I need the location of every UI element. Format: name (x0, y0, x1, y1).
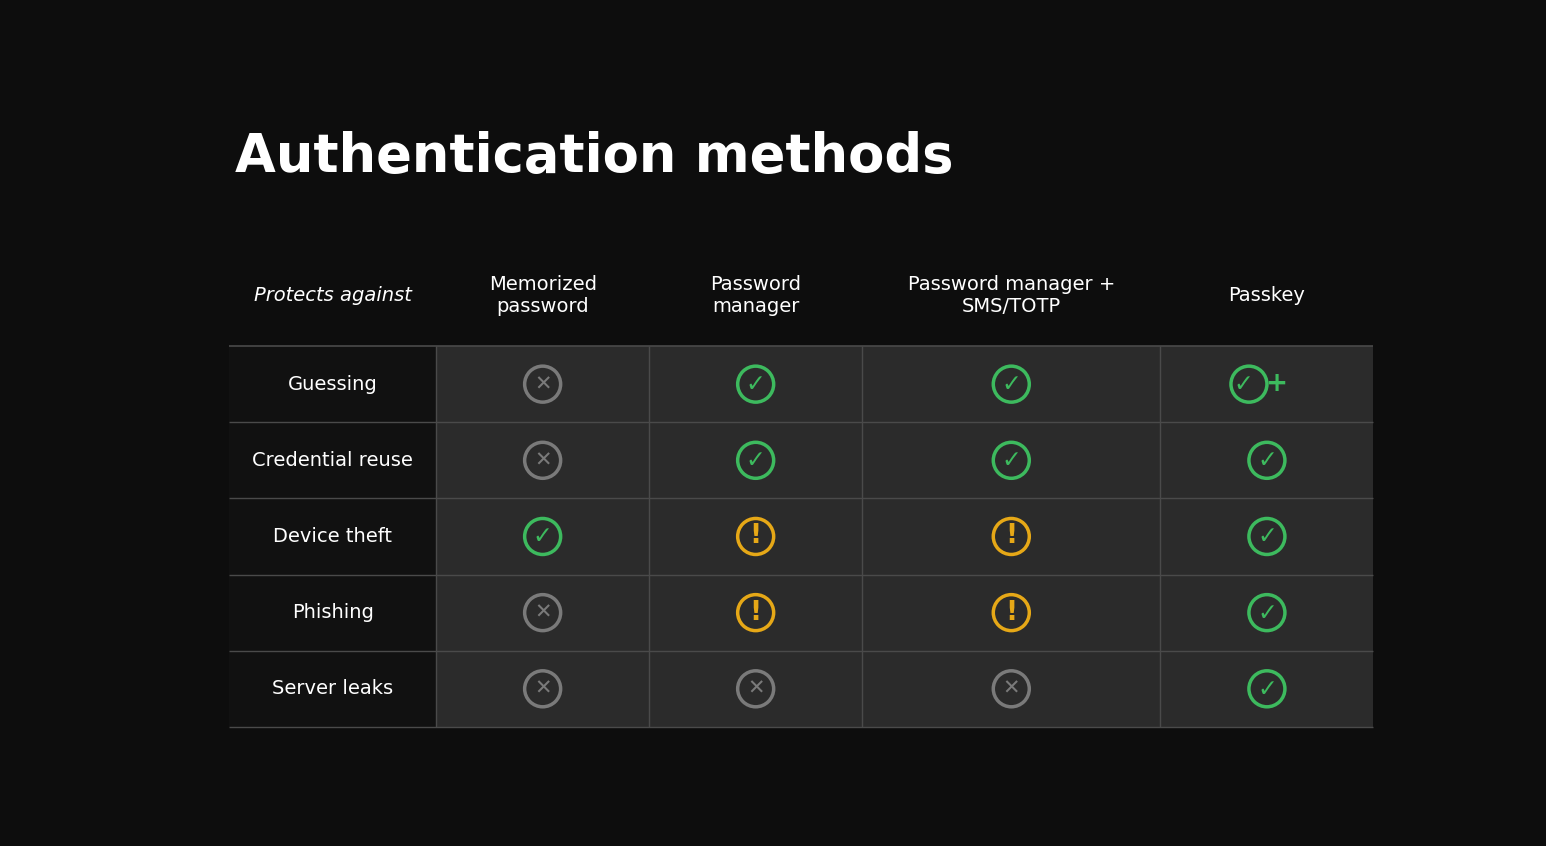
Bar (436, 346, 649, 422)
Bar (229, 574, 436, 651)
Text: Phishing: Phishing (292, 603, 374, 622)
Bar (1161, 498, 1373, 574)
Bar (1161, 574, 1373, 651)
Bar (436, 498, 649, 574)
Bar (649, 574, 863, 651)
Text: Password manager +
SMS/TOTP: Password manager + SMS/TOTP (908, 275, 1115, 316)
Text: ✓: ✓ (1257, 677, 1277, 700)
Bar (649, 498, 863, 574)
Text: ✕: ✕ (533, 678, 552, 699)
Text: !: ! (1005, 600, 1017, 626)
Bar (229, 244, 1373, 346)
Bar (863, 422, 1161, 498)
Text: ✕: ✕ (747, 678, 764, 699)
Bar (863, 346, 1161, 422)
Text: ✓: ✓ (745, 372, 765, 396)
Text: ✓: ✓ (1002, 372, 1022, 396)
Text: ✓: ✓ (533, 525, 552, 548)
Bar (229, 422, 436, 498)
Text: ✕: ✕ (1002, 678, 1020, 699)
Bar (1161, 346, 1373, 422)
Text: Guessing: Guessing (288, 375, 377, 393)
Bar (436, 651, 649, 727)
Text: Authentication methods: Authentication methods (235, 131, 954, 183)
Text: ✕: ✕ (533, 374, 552, 394)
Bar (1161, 422, 1373, 498)
Bar (649, 422, 863, 498)
Text: Device theft: Device theft (274, 527, 393, 546)
Bar (229, 651, 436, 727)
Bar (436, 422, 649, 498)
Bar (863, 574, 1161, 651)
Text: ✕: ✕ (533, 450, 552, 470)
Bar (229, 498, 436, 574)
Text: !: ! (1005, 524, 1017, 549)
Text: ✕: ✕ (533, 602, 552, 623)
Bar (229, 346, 436, 422)
Text: Memorized
password: Memorized password (489, 275, 597, 316)
Bar (863, 498, 1161, 574)
Text: ✓: ✓ (1002, 448, 1022, 472)
Bar (1161, 651, 1373, 727)
Text: ✓: ✓ (1234, 372, 1254, 396)
Text: !: ! (750, 524, 762, 549)
Text: ✓: ✓ (1257, 448, 1277, 472)
Bar (436, 574, 649, 651)
Bar (649, 346, 863, 422)
Bar (649, 651, 863, 727)
Text: Protects against: Protects against (254, 286, 411, 305)
Bar (863, 651, 1161, 727)
Text: ✓: ✓ (745, 448, 765, 472)
Text: Server leaks: Server leaks (272, 679, 393, 698)
Text: !: ! (750, 600, 762, 626)
Text: ✓: ✓ (1257, 601, 1277, 624)
Text: Password
manager: Password manager (710, 275, 801, 316)
Text: +: + (1265, 371, 1286, 397)
Text: ✓: ✓ (1257, 525, 1277, 548)
Text: Passkey: Passkey (1229, 286, 1305, 305)
Text: Credential reuse: Credential reuse (252, 451, 413, 470)
